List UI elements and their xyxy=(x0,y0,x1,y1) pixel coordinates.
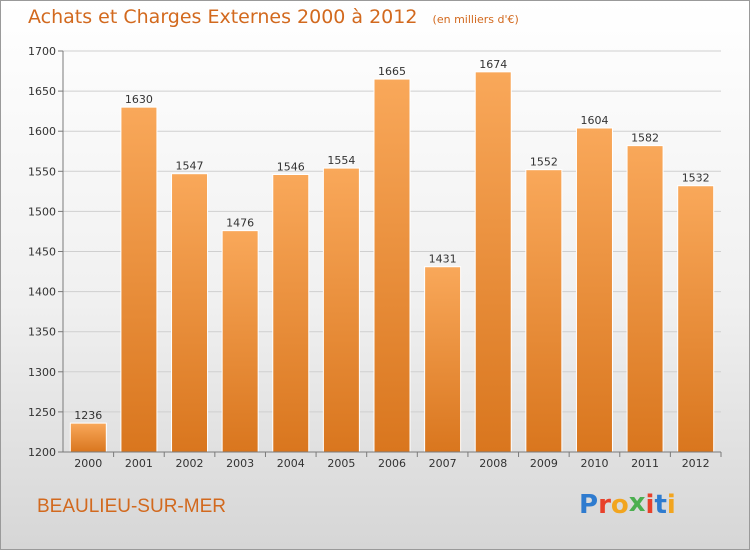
logo-letter: i xyxy=(666,490,676,520)
x-tick-label: 2006 xyxy=(378,457,406,470)
x-tick-label: 2004 xyxy=(277,457,305,470)
y-tick-label: 1650 xyxy=(28,85,56,98)
data-label: 1630 xyxy=(125,93,153,106)
x-tick-label: 2012 xyxy=(682,457,710,470)
city-name: BEAULIEU-SUR-MER xyxy=(37,496,226,517)
y-tick-label: 1700 xyxy=(28,45,56,58)
data-label: 1236 xyxy=(74,409,102,422)
x-tick-label: 2005 xyxy=(327,457,355,470)
data-label: 1554 xyxy=(327,154,355,167)
y-tick-label: 1300 xyxy=(28,366,56,379)
title-row: Achats et Charges Externes 2000 à 2012 (… xyxy=(28,6,519,28)
y-tick-label: 1600 xyxy=(28,125,56,138)
x-tick-label: 2001 xyxy=(125,457,153,470)
logo-letter: o xyxy=(610,490,629,520)
bar-2000 xyxy=(69,422,107,453)
data-label: 1532 xyxy=(682,172,710,185)
data-label: 1476 xyxy=(226,217,254,230)
x-tick-label: 2007 xyxy=(429,457,457,470)
chart-subtitle: (en milliers d'€) xyxy=(432,13,519,26)
x-tick-label: 2009 xyxy=(530,457,558,470)
y-tick-label: 1500 xyxy=(28,205,56,218)
x-tick-label: 2000 xyxy=(74,457,102,470)
bar-2004 xyxy=(272,174,310,453)
data-label: 1547 xyxy=(176,160,204,173)
data-label: 1674 xyxy=(479,58,507,71)
x-tick-label: 2003 xyxy=(226,457,254,470)
y-tick-label: 1250 xyxy=(28,406,56,419)
data-label: 1546 xyxy=(277,161,305,174)
logo-letter: r xyxy=(598,490,611,520)
bar-2003 xyxy=(221,230,259,453)
x-tick-label: 2002 xyxy=(176,457,204,470)
bar-layer: 1236 1630 1547 1476 1546 1554 1665 1431 1674 1552… xyxy=(69,58,715,453)
chart-title: Achats et Charges Externes 2000 à 2012 xyxy=(28,6,418,28)
x-tick-label: 2011 xyxy=(631,457,659,470)
axis-layer: 1200 1250 1300 1350 1400 1450 1500 1550 1600 1650… xyxy=(28,45,722,470)
logo-letter: P xyxy=(579,490,599,520)
bar-2009 xyxy=(525,169,563,453)
bar-2007 xyxy=(424,266,462,453)
bar-2011 xyxy=(626,145,664,453)
bar-2010 xyxy=(575,127,613,453)
data-label: 1604 xyxy=(580,114,608,127)
data-label: 1552 xyxy=(530,156,558,169)
data-label: 1431 xyxy=(429,253,457,266)
bar-2008 xyxy=(474,71,512,453)
logo-letter: i xyxy=(645,490,655,520)
y-tick-label: 1550 xyxy=(28,165,56,178)
bar-2006 xyxy=(373,78,411,453)
bar-2005 xyxy=(322,167,360,453)
x-tick-label: 2010 xyxy=(580,457,608,470)
bar-2001 xyxy=(120,106,158,453)
y-tick-label: 1350 xyxy=(28,326,56,339)
data-label: 1665 xyxy=(378,65,406,78)
logo-letter: x xyxy=(628,488,646,518)
y-tick-label: 1400 xyxy=(28,286,56,299)
proxiti-logo[interactable]: Proxiti xyxy=(579,488,676,520)
data-label: 1582 xyxy=(631,132,659,145)
bar-2002 xyxy=(171,173,209,453)
y-tick-label: 1450 xyxy=(28,246,56,259)
bar-2012 xyxy=(677,185,715,453)
logo-letter: t xyxy=(654,490,667,520)
y-tick-label: 1200 xyxy=(28,446,56,459)
x-tick-label: 2008 xyxy=(479,457,507,470)
